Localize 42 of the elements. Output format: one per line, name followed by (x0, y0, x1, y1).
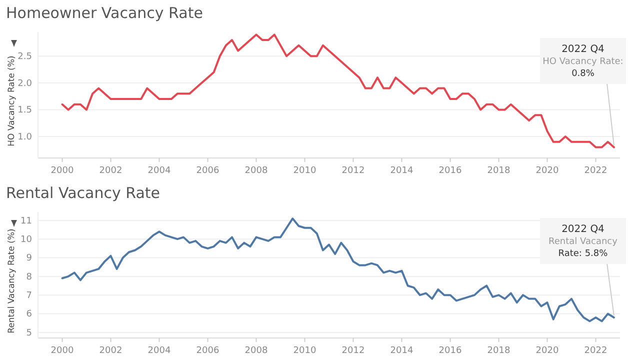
x-tick-label: 2008 (244, 166, 268, 176)
y-tick-label: 2.5 (18, 52, 32, 62)
x-tick-label: 2018 (487, 346, 510, 356)
x-tick-label: 2010 (293, 166, 316, 176)
x-tick-label: 2020 (536, 166, 559, 176)
line-series (61, 218, 615, 322)
y-tick-label: 9 (26, 254, 32, 264)
x-tick-label: 2000 (50, 166, 74, 176)
x-tick-label: 2008 (244, 346, 268, 356)
y-axis-title: HO Vacancy Rate (%) (7, 56, 17, 146)
x-tick-label: 2006 (196, 346, 220, 356)
x-tick-label: 2018 (487, 166, 510, 176)
y-tick-label: 6 (26, 310, 32, 320)
x-tick-label: 2012 (342, 346, 365, 356)
chart-title: Rental Vacancy Rate (6, 184, 160, 202)
y-tick-label: 7 (26, 291, 32, 302)
annotation: 2022 Q4 Rental Vacancy Rate: 5.8% (548, 224, 618, 259)
x-tick-label: 2014 (390, 346, 414, 356)
y-tick-label: 5 (26, 328, 32, 338)
y-tick-label: 10 (20, 235, 32, 246)
x-tick-label: 2020 (536, 346, 559, 356)
x-tick-label: 2014 (390, 166, 414, 176)
x-tick-label: 2010 (293, 346, 316, 356)
annotation: 2022 Q4 HO Vacancy Rate: 0.8% (542, 44, 624, 79)
x-tick-label: 2002 (99, 166, 122, 176)
y-tick-label: 2.0 (18, 78, 32, 89)
x-tick-label: 2004 (148, 166, 171, 176)
y-axis-title: Rental Vacancy Rate (%) (7, 228, 17, 334)
x-tick-label: 2022 (584, 346, 608, 356)
y-tick-label: 8 (26, 272, 32, 282)
x-tick-label: 2022 (584, 166, 608, 176)
x-tick-label: 2000 (50, 346, 74, 356)
x-tick-label: 2004 (148, 346, 171, 356)
x-tick-label: 2006 (196, 166, 220, 176)
x-tick-label: 2012 (342, 166, 365, 176)
x-tick-label: 2016 (438, 346, 462, 356)
y-tick-label: 11 (20, 216, 32, 226)
y-tick-label: 1.5 (18, 106, 32, 116)
x-tick-label: 2016 (438, 166, 462, 176)
y-tick-label: 1.0 (18, 132, 32, 143)
x-tick-label: 2002 (99, 346, 122, 356)
chart-title: Homeowner Vacancy Rate (6, 4, 203, 22)
